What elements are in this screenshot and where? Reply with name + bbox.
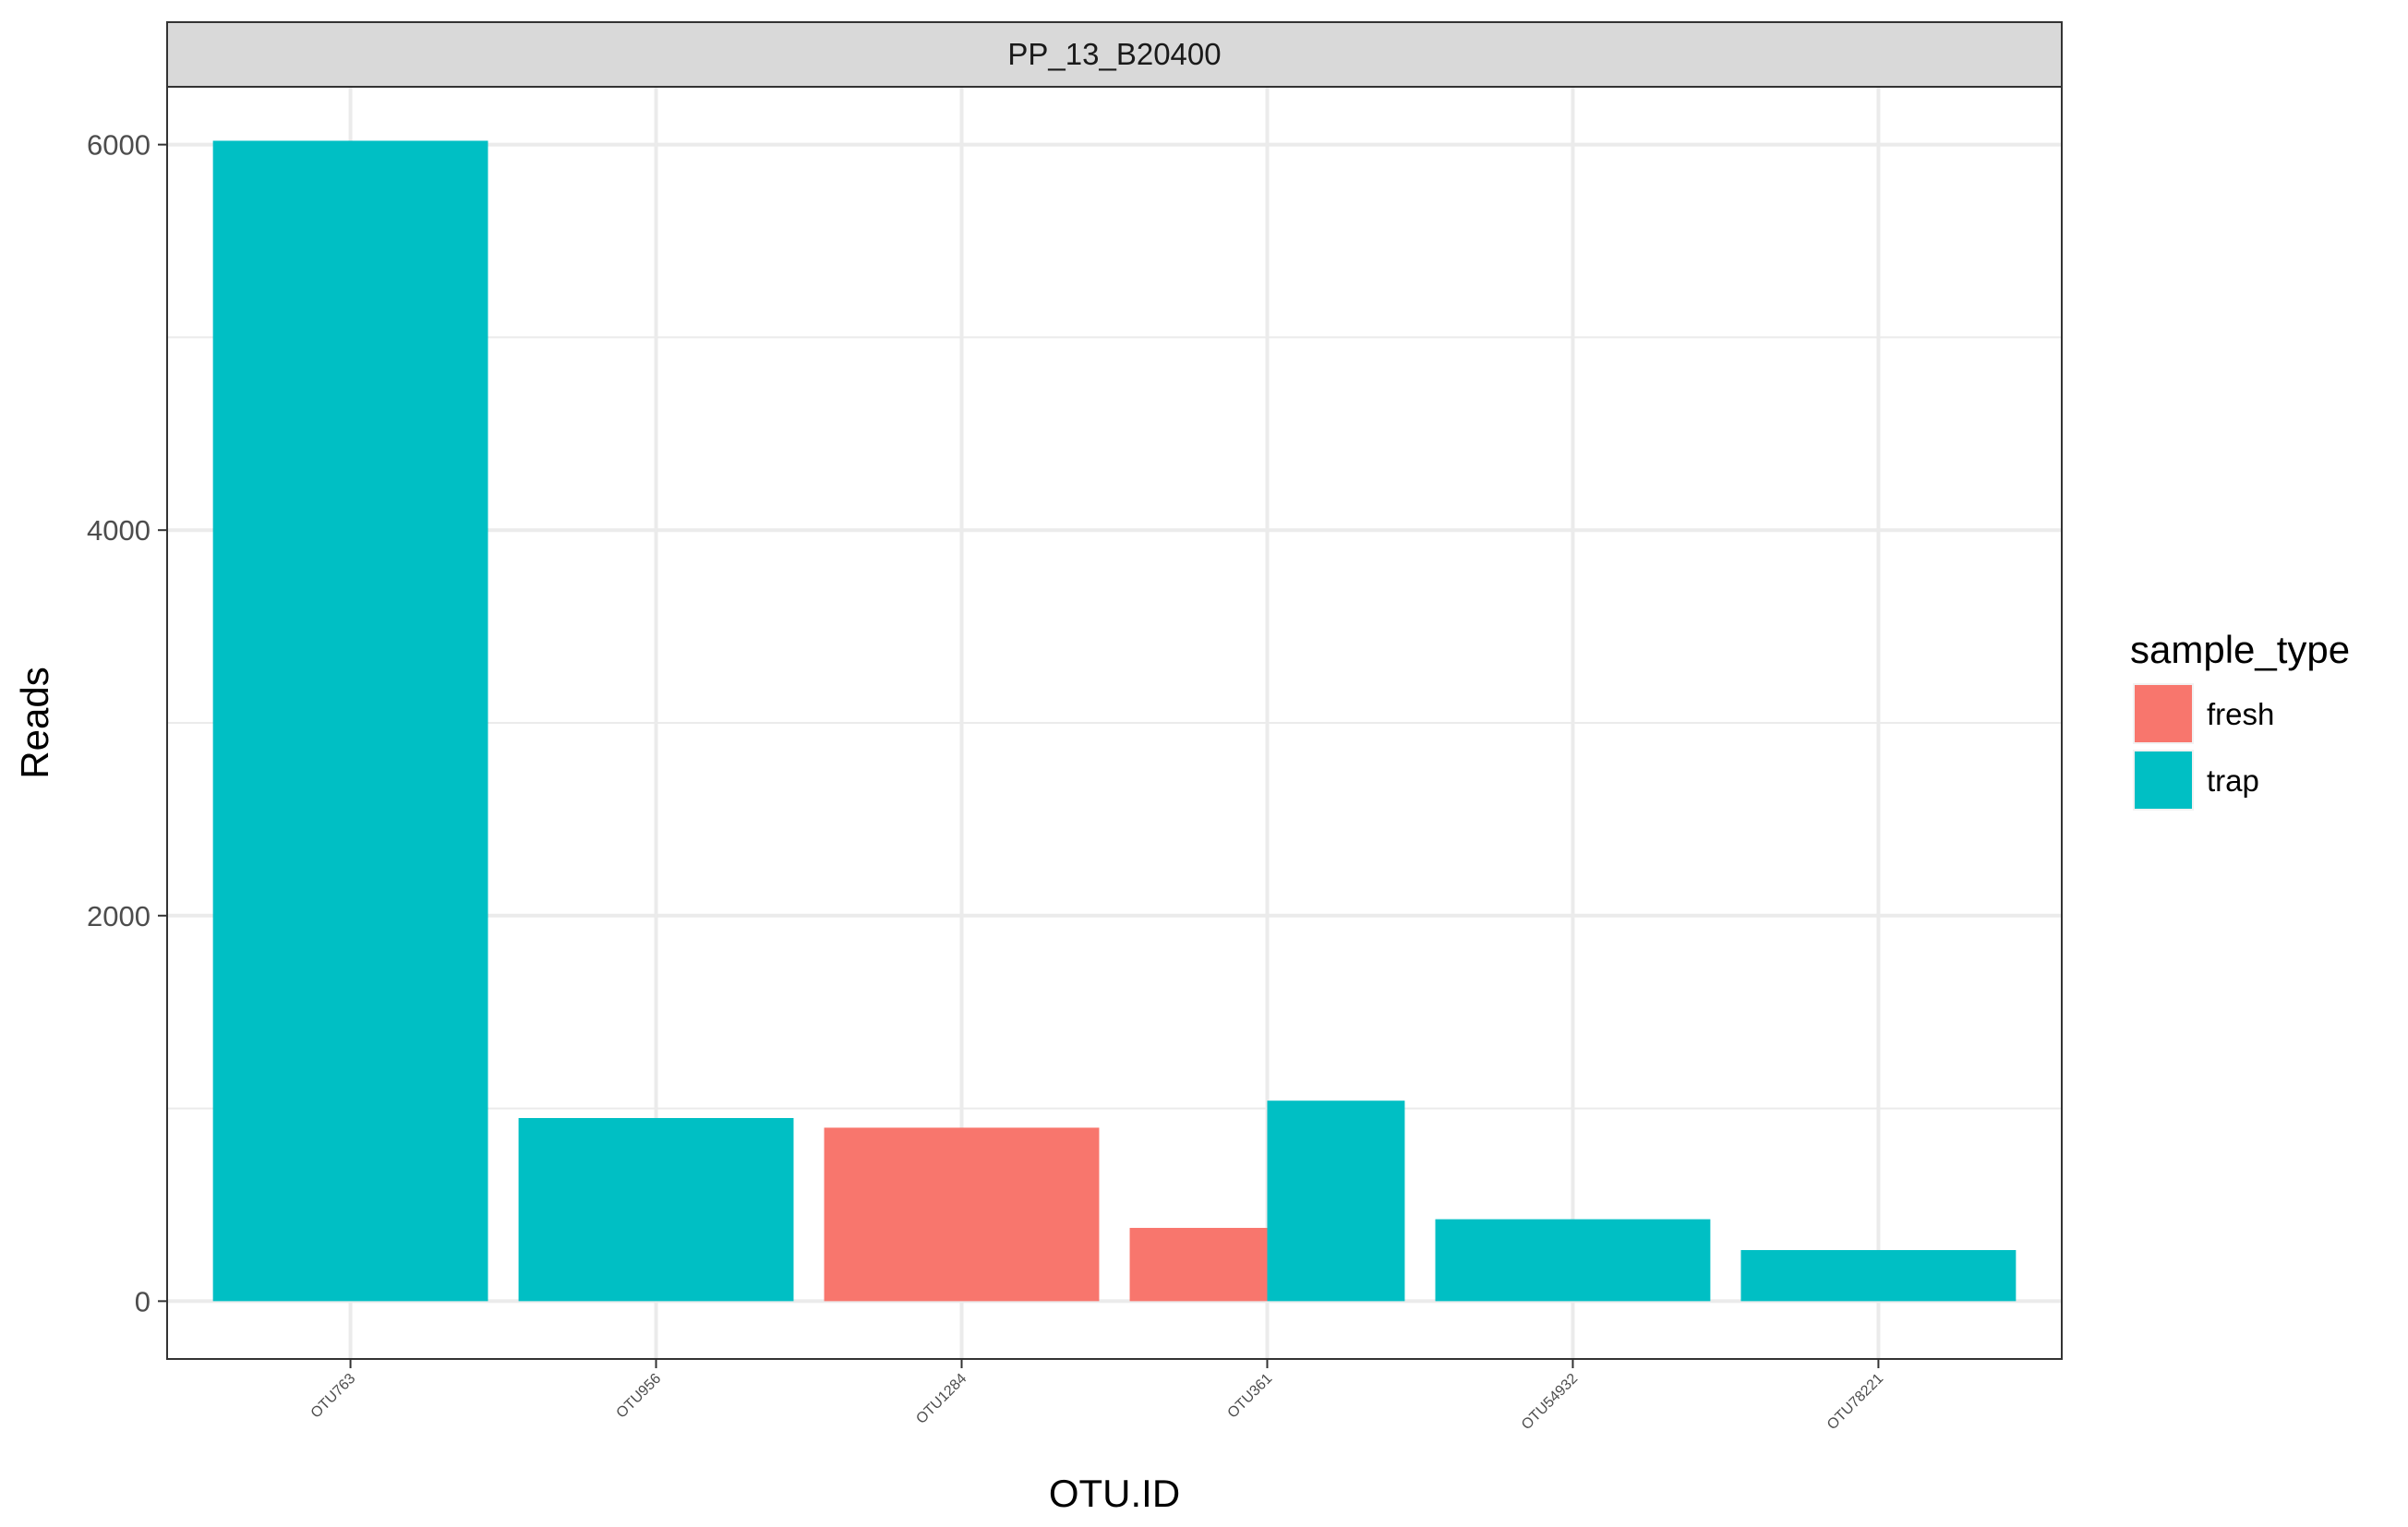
bar-OTU763-trap bbox=[212, 140, 488, 1302]
y-tick-label: 4000 bbox=[87, 514, 150, 547]
bar-OTU361-trap bbox=[1267, 1100, 1405, 1302]
bar-OTU1284-fresh bbox=[824, 1127, 1100, 1302]
bars bbox=[212, 140, 2017, 1302]
bar-OTU54932-trap bbox=[1435, 1219, 1711, 1302]
legend-title: sample_type bbox=[2130, 628, 2350, 671]
y-tick-label: 2000 bbox=[87, 900, 150, 932]
facet-strip bbox=[166, 21, 2063, 88]
legend-label-fresh: fresh bbox=[2207, 697, 2274, 731]
panel-border bbox=[166, 86, 2063, 1360]
facet-label: PP_13_B20400 bbox=[1007, 37, 1221, 71]
legend-swatch-fresh bbox=[2135, 685, 2192, 742]
x-axis-title: OTU.ID bbox=[1049, 1472, 1180, 1515]
y-tick-label: 0 bbox=[135, 1285, 150, 1317]
y-axis: 0 2000 4000 6000 bbox=[87, 129, 167, 1317]
legend-entries: fresh trap bbox=[2133, 683, 2274, 811]
bar-OTU78221-trap bbox=[1740, 1250, 2017, 1302]
legend-label-trap: trap bbox=[2207, 764, 2259, 798]
legend-swatch-trap bbox=[2135, 751, 2192, 809]
bar-OTU956-trap bbox=[518, 1118, 794, 1302]
bar-OTU361-fresh bbox=[1129, 1228, 1268, 1302]
legend: sample_type fresh trap bbox=[2130, 628, 2350, 811]
y-tick-label: 6000 bbox=[87, 129, 150, 162]
y-axis-title: Reads bbox=[13, 667, 56, 778]
